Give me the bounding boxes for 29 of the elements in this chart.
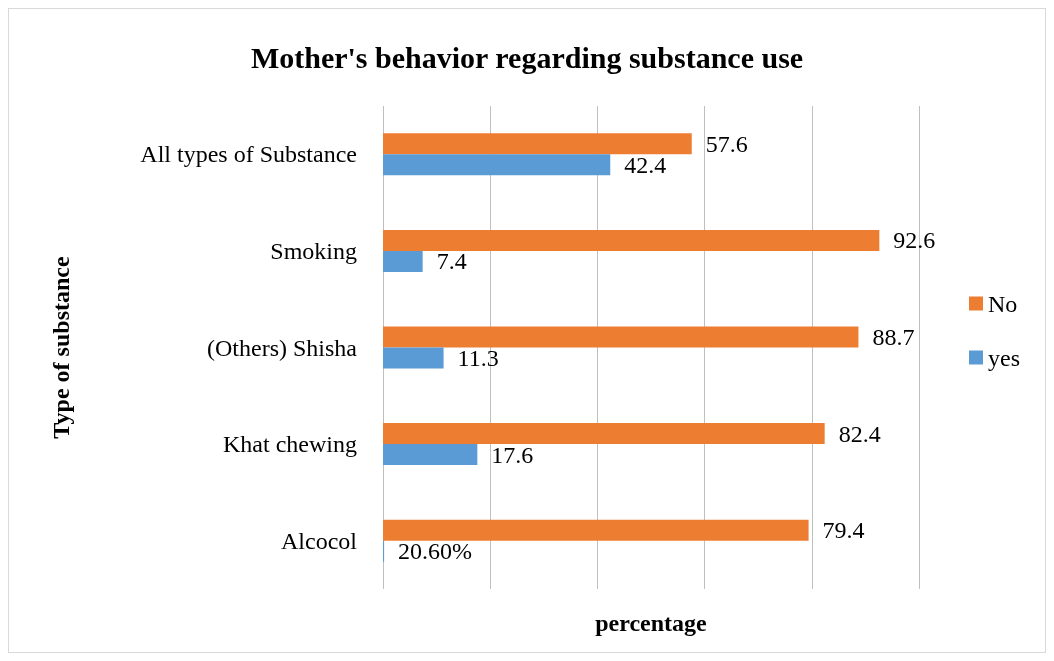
data-label: 42.4: [624, 151, 667, 178]
bar: [383, 250, 423, 272]
chart-title: Mother's behavior regarding substance use: [250, 40, 804, 74]
data-label: 82.4: [838, 420, 881, 447]
y-tick-label: Khat chewing: [223, 431, 357, 458]
data-label: 92.6: [893, 227, 936, 254]
bar: [383, 133, 692, 155]
data-label: 17.6: [491, 441, 534, 468]
data-label: 7.4: [436, 248, 467, 275]
data-label: 79.4: [822, 517, 865, 544]
y-tick-label: Alcocol: [281, 527, 358, 554]
bar: [383, 444, 478, 466]
y-tick-label: All types of Substance: [140, 141, 357, 168]
y-axis-title: Type of substance: [48, 256, 74, 439]
bar: [383, 423, 825, 445]
bar: [383, 347, 444, 369]
bar: [383, 519, 809, 541]
legend-label: No: [988, 290, 1018, 317]
x-axis-title: percentage: [595, 610, 708, 636]
bar: [383, 154, 611, 176]
data-label: 11.3: [457, 345, 499, 371]
y-tick-label: (Others) Shisha: [207, 334, 358, 361]
y-tick-label: Smoking: [270, 237, 357, 264]
legend-label: yes: [988, 344, 1021, 371]
data-label: 88.7: [872, 324, 915, 350]
bar: [383, 326, 859, 348]
data-label: 57.6: [705, 130, 748, 157]
bar: [383, 229, 880, 251]
data-label: 20.60%: [398, 538, 473, 565]
